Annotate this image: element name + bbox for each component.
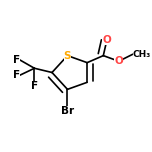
Text: O: O <box>102 35 111 45</box>
Text: Br: Br <box>61 105 74 116</box>
Text: F: F <box>31 81 38 91</box>
Text: F: F <box>13 55 20 65</box>
Text: CH₃: CH₃ <box>133 50 151 59</box>
Text: S: S <box>64 51 71 61</box>
Text: F: F <box>13 70 20 80</box>
Text: O: O <box>114 56 123 66</box>
